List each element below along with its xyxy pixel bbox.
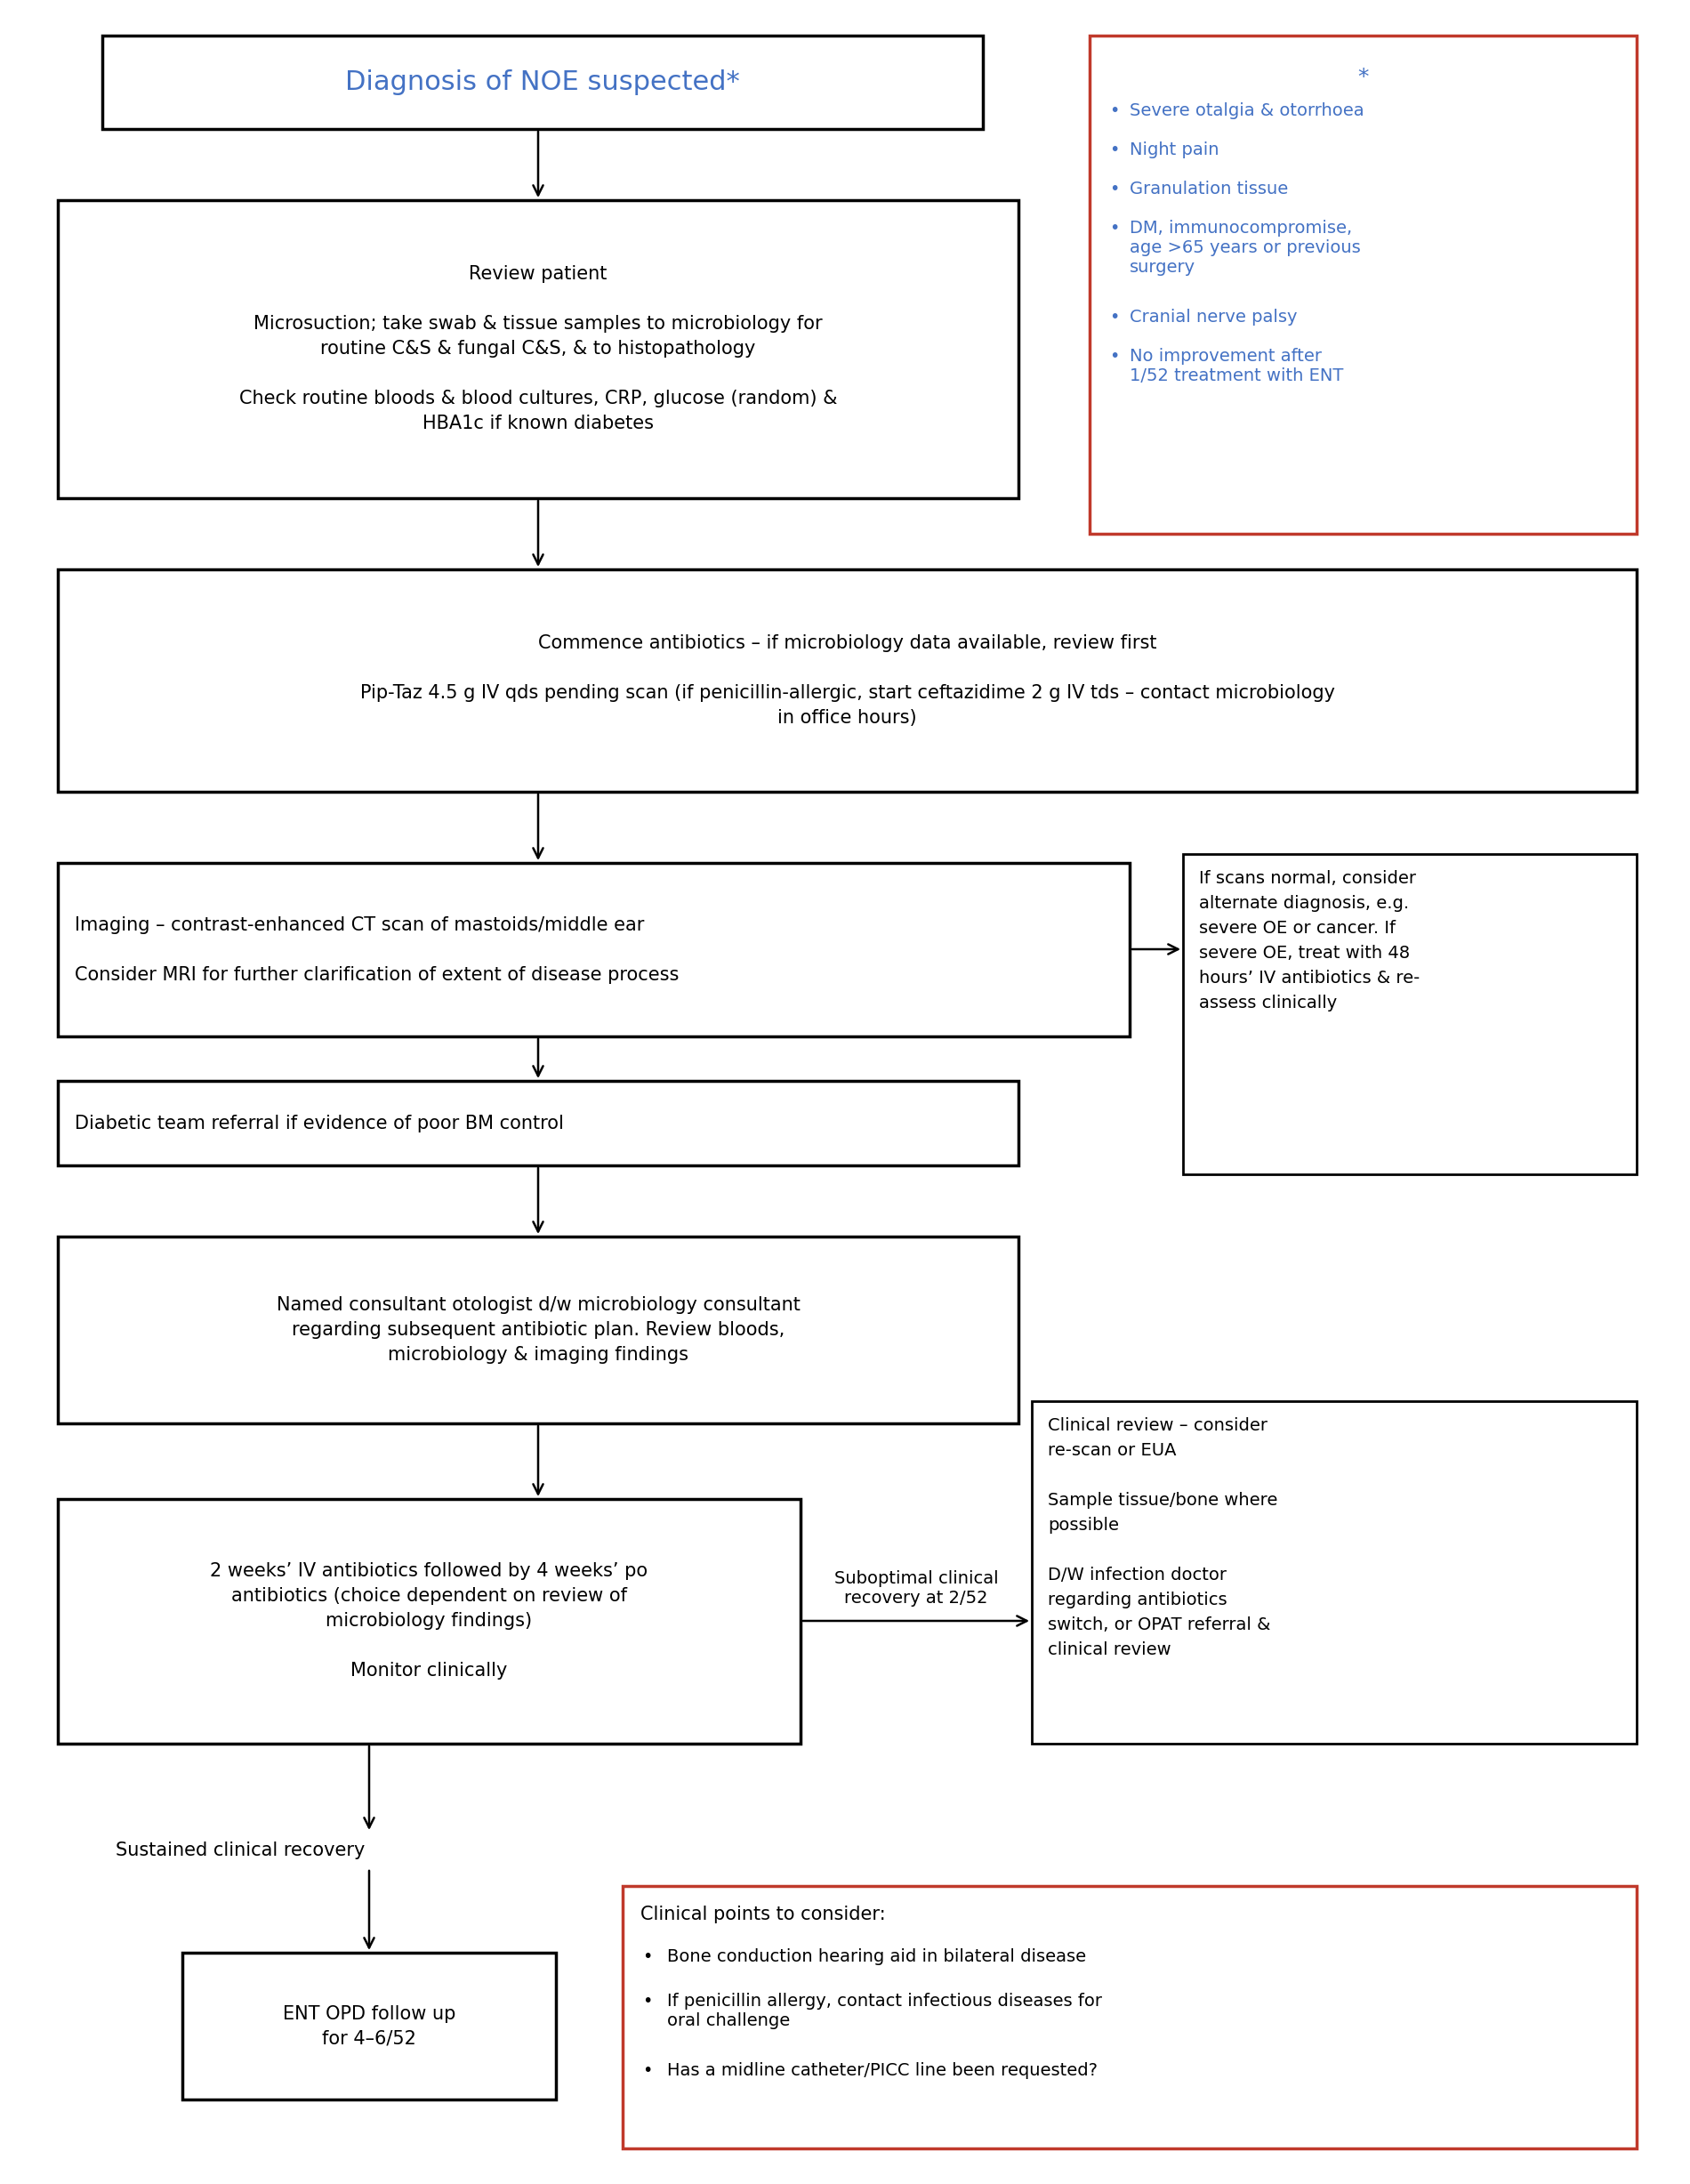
Text: *: * (1357, 68, 1369, 87)
FancyBboxPatch shape (1033, 1402, 1636, 1743)
Text: Severe otalgia & otorrhoea: Severe otalgia & otorrhoea (1129, 103, 1364, 120)
FancyBboxPatch shape (103, 35, 984, 129)
FancyBboxPatch shape (57, 1081, 1019, 1166)
Text: Clinical review – consider
re-scan or EUA

Sample tissue/bone where
possible

D/: Clinical review – consider re-scan or EU… (1048, 1417, 1278, 1658)
FancyBboxPatch shape (1183, 854, 1636, 1175)
Text: Diagnosis of NOE suspected*: Diagnosis of NOE suspected* (345, 70, 740, 96)
FancyBboxPatch shape (57, 863, 1129, 1037)
Text: •: • (1109, 308, 1119, 325)
Text: •: • (1109, 347, 1119, 365)
FancyBboxPatch shape (57, 570, 1636, 793)
FancyBboxPatch shape (183, 1952, 556, 2099)
Text: •: • (1109, 181, 1119, 197)
Text: Diabetic team referral if evidence of poor BM control: Diabetic team referral if evidence of po… (74, 1114, 564, 1131)
Text: Named consultant otologist d/w microbiology consultant
regarding subsequent anti: Named consultant otologist d/w microbiol… (275, 1295, 799, 1363)
Text: •: • (642, 1992, 652, 2009)
Text: Bone conduction hearing aid in bilateral disease: Bone conduction hearing aid in bilateral… (668, 1948, 1087, 1966)
Text: •: • (642, 1948, 652, 1966)
Text: DM, immunocompromise,
age >65 years or previous
surgery: DM, immunocompromise, age >65 years or p… (1129, 221, 1360, 275)
Text: •: • (642, 2062, 652, 2079)
Text: Suboptimal clinical
recovery at 2/52: Suboptimal clinical recovery at 2/52 (835, 1570, 999, 1605)
Text: Has a midline catheter/PICC line been requested?: Has a midline catheter/PICC line been re… (668, 2062, 1097, 2079)
Text: Commence antibiotics – if microbiology data available, review first

Pip-Taz 4.5: Commence antibiotics – if microbiology d… (360, 633, 1335, 727)
Text: Night pain: Night pain (1129, 142, 1218, 159)
Text: If scans normal, consider
alternate diagnosis, e.g.
severe OE or cancer. If
seve: If scans normal, consider alternate diag… (1198, 869, 1420, 1011)
FancyBboxPatch shape (57, 201, 1019, 498)
Text: 2 weeks’ IV antibiotics followed by 4 weeks’ po
antibiotics (choice dependent on: 2 weeks’ IV antibiotics followed by 4 we… (210, 1562, 647, 1679)
FancyBboxPatch shape (622, 1887, 1636, 2149)
Text: Clinical points to consider:: Clinical points to consider: (641, 1907, 886, 1924)
Text: Cranial nerve palsy: Cranial nerve palsy (1129, 308, 1298, 325)
FancyBboxPatch shape (57, 1498, 801, 1743)
Text: •: • (1109, 221, 1119, 236)
FancyBboxPatch shape (1090, 35, 1636, 533)
Text: No improvement after
1/52 treatment with ENT: No improvement after 1/52 treatment with… (1129, 347, 1344, 384)
FancyBboxPatch shape (57, 1236, 1019, 1424)
Text: If penicillin allergy, contact infectious diseases for
oral challenge: If penicillin allergy, contact infectiou… (668, 1992, 1102, 2029)
Text: Granulation tissue: Granulation tissue (1129, 181, 1288, 197)
Text: •: • (1109, 142, 1119, 159)
Text: Sustained clinical recovery: Sustained clinical recovery (115, 1841, 365, 1859)
Text: Imaging – contrast-enhanced CT scan of mastoids/middle ear

Consider MRI for fur: Imaging – contrast-enhanced CT scan of m… (74, 915, 679, 983)
Text: Review patient

Microsuction; take swab & tissue samples to microbiology for
rou: Review patient Microsuction; take swab &… (238, 266, 837, 432)
Text: ENT OPD follow up
for 4–6/52: ENT OPD follow up for 4–6/52 (282, 2005, 456, 2046)
Text: •: • (1109, 103, 1119, 120)
